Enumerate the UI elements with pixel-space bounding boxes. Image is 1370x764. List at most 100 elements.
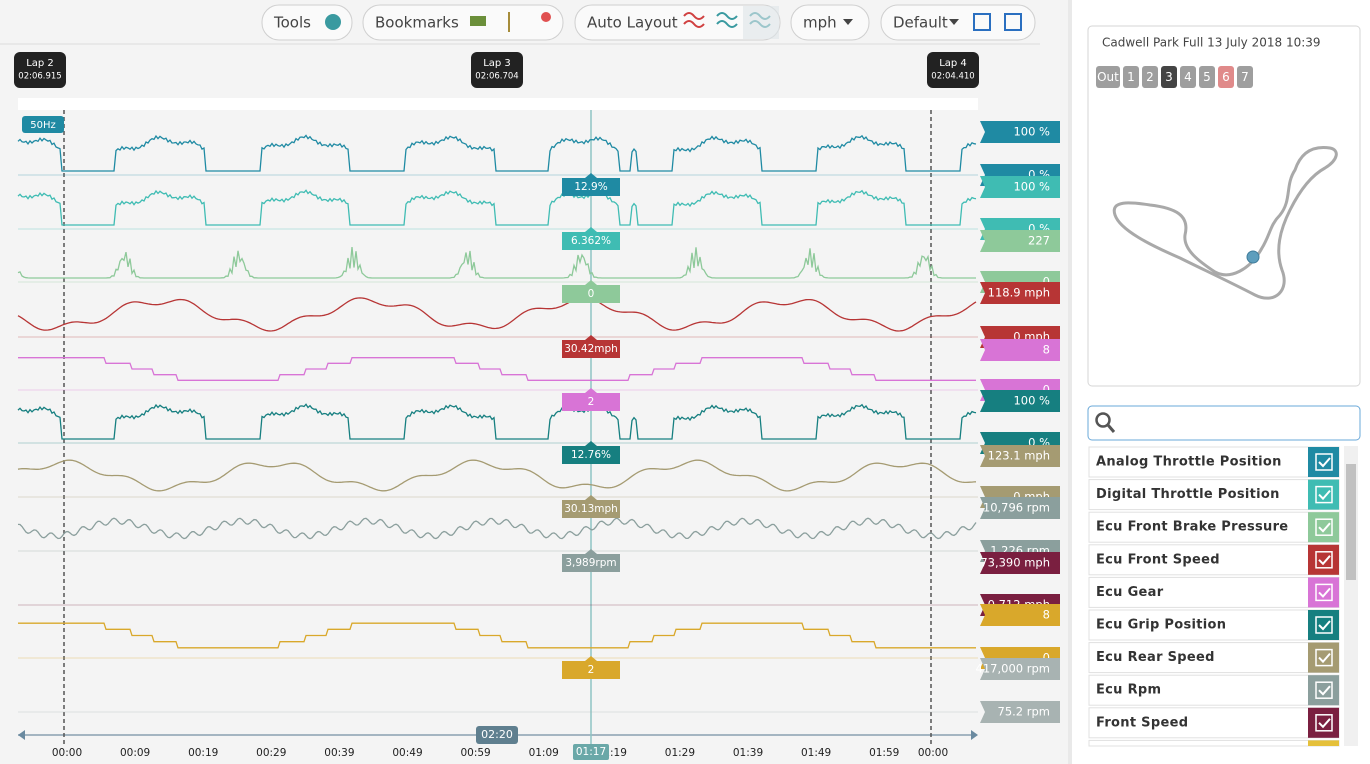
channel-trace: [17, 459, 977, 492]
cursor-value: 6.362%: [571, 235, 611, 247]
car-position: [1246, 250, 1260, 264]
check-mark: [1318, 587, 1331, 598]
check-mark: [1318, 457, 1331, 468]
toolbar-button[interactable]: [790, 4, 870, 41]
channel-checkbox[interactable]: [1315, 714, 1333, 732]
channel-row[interactable]: [1088, 479, 1340, 511]
time-tick: 00:19: [188, 747, 218, 759]
toolbar-button[interactable]: [362, 4, 564, 41]
lap-button[interactable]: [1237, 66, 1253, 88]
lap-button-label: 1: [1127, 70, 1135, 84]
cursor-value-pointer: [585, 441, 597, 446]
channel-row[interactable]: [1088, 511, 1340, 543]
cursor-value-pointer: [585, 495, 597, 500]
channel-trace: [18, 622, 976, 649]
lap-time: 02:06.704: [475, 72, 518, 82]
check-mark: [1318, 718, 1331, 729]
channel-row[interactable]: [1088, 544, 1340, 576]
channel-checkbox[interactable]: [1315, 551, 1333, 569]
toolbar-button-label: Tools: [273, 14, 311, 32]
channel-checkbox[interactable]: [1315, 648, 1333, 667]
channel-checkbox[interactable]: [1315, 485, 1333, 504]
search-box[interactable]: [1087, 405, 1361, 441]
channel-trace: [18, 357, 976, 381]
channel-checkbox[interactable]: [1315, 583, 1333, 602]
save-as-icon[interactable]: [1004, 13, 1022, 31]
channel-name: Ecu Grip Position: [1096, 618, 1226, 633]
scale-tab[interactable]: [980, 497, 1060, 519]
cursor-time-box: [573, 744, 609, 760]
scale-label: 100 %: [1013, 394, 1050, 408]
scale-tab[interactable]: [980, 701, 1060, 723]
dropdown-caret: [843, 19, 853, 25]
scale-label: 10,796 rpm: [983, 501, 1050, 515]
scrollbar-thumb[interactable]: [1346, 464, 1356, 580]
channel-row[interactable]: [1088, 707, 1340, 739]
time-tick: 00:09: [120, 747, 150, 759]
check-mark: [1318, 620, 1331, 631]
scale-tab[interactable]: [980, 230, 1060, 252]
scale-tab[interactable]: [980, 390, 1060, 412]
channel-name: Front Speed: [1096, 715, 1188, 730]
toolbar-button[interactable]: [261, 4, 353, 41]
lap-marker[interactable]: [927, 52, 979, 88]
search-icon: [1106, 424, 1116, 433]
check-mark: [1318, 522, 1331, 533]
channel-row[interactable]: [1088, 609, 1340, 641]
layout-icon: [716, 12, 738, 28]
cursor-value-pointer: [585, 227, 597, 232]
lap-label: Lap 2: [26, 58, 54, 69]
time-tick: 01:59: [869, 747, 899, 759]
scale-tab[interactable]: [980, 604, 1060, 626]
lap-button[interactable]: [1142, 66, 1158, 88]
lap-marker[interactable]: [14, 52, 66, 88]
scale-label: 0: [1043, 651, 1050, 665]
channel-trace: [17, 189, 977, 226]
save-icon[interactable]: [973, 13, 991, 31]
channel-checkbox[interactable]: [1315, 518, 1333, 536]
scale-label: 417,000 rpm: [976, 662, 1050, 676]
channel-trace: [17, 296, 977, 332]
time-tick: 01:29: [665, 747, 695, 759]
channel-trace: [17, 403, 977, 440]
window-handle[interactable]: [476, 726, 518, 744]
scale-tab[interactable]: [980, 445, 1060, 467]
toolbar-button[interactable]: [574, 4, 781, 41]
channel-row[interactable]: [1088, 446, 1340, 478]
scale-tab[interactable]: [980, 176, 1060, 198]
channel-row[interactable]: [1088, 576, 1340, 608]
time-tick: 00:29: [256, 747, 286, 759]
scale-label: 118.9 mph: [988, 286, 1050, 300]
toolbar-button-label: mph: [803, 14, 837, 32]
cursor-value: 2: [588, 664, 595, 676]
lap-label: Lap 3: [483, 58, 511, 69]
channel-checkbox[interactable]: [1315, 681, 1333, 699]
scale-tab[interactable]: [980, 121, 1060, 143]
lap-button[interactable]: [1199, 66, 1215, 88]
scale-tab[interactable]: [980, 339, 1060, 361]
channel-swatch: [1308, 447, 1339, 477]
toolbar-button[interactable]: [880, 4, 1036, 41]
cursor-value: 12.76%: [571, 449, 611, 461]
scale-tab[interactable]: [980, 658, 1060, 680]
channel-checkbox[interactable]: [1315, 616, 1333, 634]
channel-row[interactable]: [1088, 674, 1340, 706]
lap-button[interactable]: [1096, 66, 1120, 88]
lap-button[interactable]: [1218, 66, 1234, 88]
lap-button[interactable]: [1161, 66, 1177, 88]
lap-button-label: 6: [1222, 70, 1230, 84]
channel-row[interactable]: [1088, 642, 1340, 674]
lap-button[interactable]: [1180, 66, 1196, 88]
lap-marker[interactable]: [471, 52, 523, 88]
channel-name: Analog Throttle Position: [1096, 455, 1282, 470]
scale-tab[interactable]: [980, 282, 1060, 304]
lap-button[interactable]: [1123, 66, 1139, 88]
channel-name: Ecu Rpm: [1096, 683, 1161, 698]
scale-tab[interactable]: [980, 552, 1060, 574]
channel-trace: [17, 247, 976, 279]
cursor-time: 01:17: [576, 746, 606, 758]
lap-button-label: 4: [1184, 70, 1192, 84]
channel-swatch: [1308, 740, 1339, 746]
channel-checkbox[interactable]: [1315, 453, 1333, 471]
